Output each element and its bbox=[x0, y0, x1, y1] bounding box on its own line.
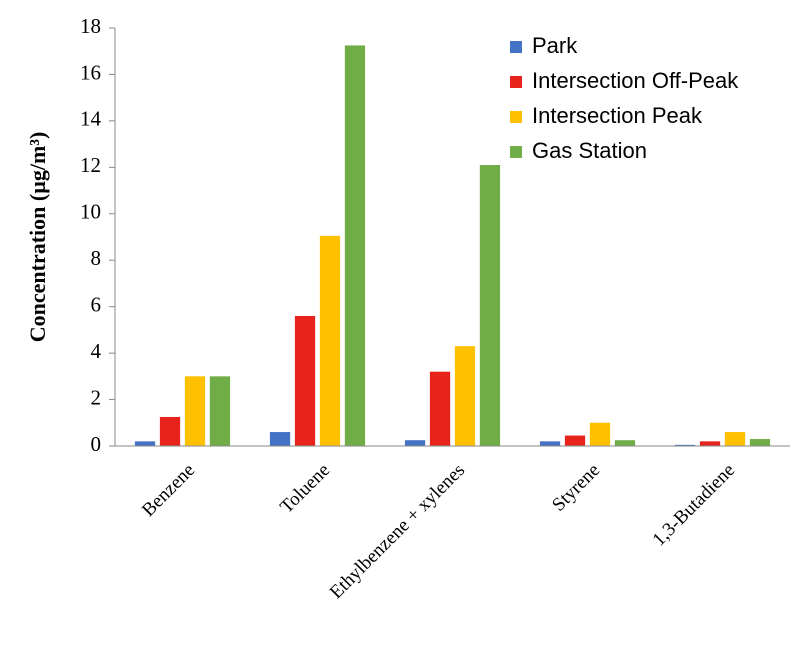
legend-swatch bbox=[510, 111, 522, 123]
x-tick-label: Styrene bbox=[548, 460, 604, 516]
bar bbox=[134, 441, 156, 446]
y-tick-label: 10 bbox=[80, 200, 101, 224]
bar bbox=[319, 235, 341, 446]
legend-label: Intersection Peak bbox=[532, 103, 703, 128]
legend-label: Gas Station bbox=[532, 138, 647, 163]
legend-label: Park bbox=[532, 33, 578, 58]
bar bbox=[294, 315, 316, 446]
x-tick-label: Ethylbenzene + xylenes bbox=[326, 460, 469, 603]
y-tick-label: 0 bbox=[91, 432, 102, 456]
y-tick-label: 18 bbox=[80, 14, 101, 38]
y-tick-label: 4 bbox=[91, 339, 102, 363]
x-tick-label: 1,3-Butadiene bbox=[649, 460, 740, 551]
legend-swatch bbox=[510, 146, 522, 158]
bar bbox=[699, 441, 721, 446]
bar bbox=[404, 440, 426, 446]
x-tick-label: Toluene bbox=[276, 460, 334, 518]
legend-swatch bbox=[510, 41, 522, 53]
bar bbox=[344, 45, 366, 447]
bar bbox=[614, 440, 636, 446]
bar bbox=[159, 416, 181, 446]
y-tick-label: 6 bbox=[91, 292, 102, 316]
y-tick-label: 14 bbox=[80, 107, 102, 131]
bar bbox=[724, 432, 746, 446]
bar bbox=[539, 441, 561, 446]
bar bbox=[429, 371, 451, 446]
bar bbox=[209, 376, 231, 446]
y-tick-label: 2 bbox=[91, 385, 102, 409]
bar bbox=[269, 432, 291, 446]
bar bbox=[674, 444, 696, 446]
bar bbox=[749, 439, 771, 446]
x-tick-label: Benzene bbox=[138, 460, 199, 521]
y-axis-label: Concentration (µg/m³) bbox=[25, 132, 50, 343]
bar bbox=[564, 435, 586, 446]
y-tick-label: 12 bbox=[80, 153, 101, 177]
legend-swatch bbox=[510, 76, 522, 88]
bar bbox=[454, 346, 476, 446]
bar bbox=[589, 422, 611, 446]
y-tick-label: 8 bbox=[91, 246, 102, 270]
y-tick-label: 16 bbox=[80, 60, 101, 84]
bar bbox=[184, 376, 206, 446]
legend-label: Intersection Off-Peak bbox=[532, 68, 739, 93]
bar bbox=[479, 165, 501, 446]
